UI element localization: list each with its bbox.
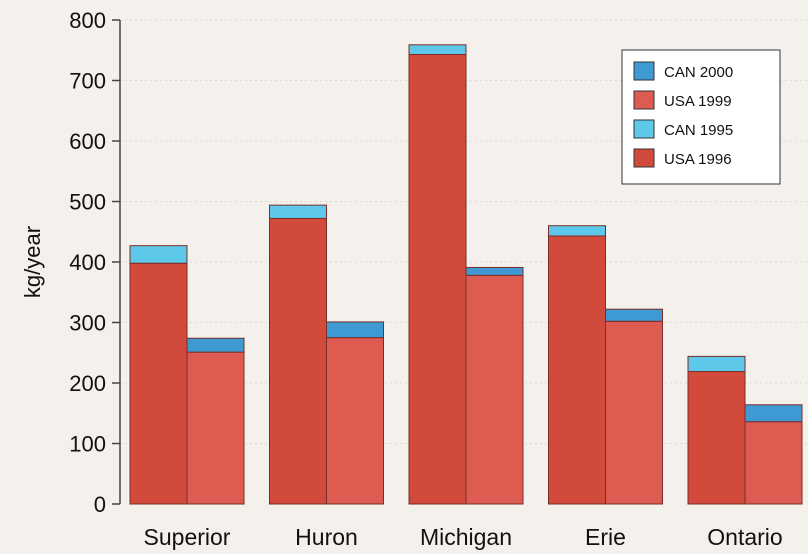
y-tick-label: 600 xyxy=(69,129,106,154)
legend-swatch xyxy=(633,119,655,139)
legend-swatch xyxy=(633,90,655,110)
y-tick-label: 200 xyxy=(69,371,106,396)
legend-swatch xyxy=(633,61,655,81)
x-tick-label: Huron xyxy=(295,524,358,550)
bar-usa-1996-superior xyxy=(129,262,188,505)
bar-usa-1996-michigan xyxy=(408,53,467,505)
bar-usa-1996-erie xyxy=(548,235,606,505)
x-tick-label: Erie xyxy=(585,524,626,550)
bar-can-2000-superior xyxy=(186,337,245,353)
legend-label: USA 1999 xyxy=(664,93,732,110)
bar-can-2000-huron xyxy=(326,321,384,339)
bar-usa-1999-superior xyxy=(186,351,245,505)
bar-usa-1999-erie xyxy=(605,320,663,505)
y-tick-label: 700 xyxy=(69,69,106,94)
y-tick-label: 800 xyxy=(69,8,106,33)
y-tick-label: 400 xyxy=(69,250,106,275)
y-tick-label: 100 xyxy=(69,432,106,457)
y-axis-title: kg/year xyxy=(20,226,45,298)
bars xyxy=(129,44,803,505)
bar-can-1995-erie xyxy=(548,225,606,237)
bar-usa-1999-michigan xyxy=(465,274,524,505)
bar-can-1995-superior xyxy=(129,245,188,264)
y-tick-label: 0 xyxy=(94,492,106,517)
x-tick-label: Ontario xyxy=(707,524,782,550)
bar-usa-1996-huron xyxy=(269,217,327,505)
bar-usa-1999-ontario xyxy=(744,421,803,505)
bar-can-1995-michigan xyxy=(408,44,467,55)
x-tick-label: Superior xyxy=(144,524,231,550)
y-tick-label: 300 xyxy=(69,311,106,336)
bar-usa-1996-ontario xyxy=(687,371,746,505)
bar-can-1995-ontario xyxy=(687,355,746,373)
y-ticks: 0 100 200 300 400 500 600 700 800 xyxy=(69,8,120,517)
bar-can-2000-erie xyxy=(605,308,663,322)
legend: CAN 2000 USA 1999 CAN 1995 USA 1996 xyxy=(621,49,781,185)
bar-can-1995-huron xyxy=(269,204,327,219)
y-tick-label: 500 xyxy=(69,190,106,215)
legend-swatch xyxy=(633,148,655,168)
bar-can-2000-michigan xyxy=(465,266,524,276)
bar-usa-1999-huron xyxy=(326,337,384,505)
x-tick-label: Michigan xyxy=(420,524,512,550)
bar-can-2000-ontario xyxy=(744,404,803,423)
legend-label: CAN 2000 xyxy=(664,64,733,81)
x-labels: Superior Huron Michigan Erie Ontario xyxy=(144,524,783,550)
legend-label: CAN 1995 xyxy=(664,122,733,139)
legend-label: USA 1996 xyxy=(664,151,732,168)
